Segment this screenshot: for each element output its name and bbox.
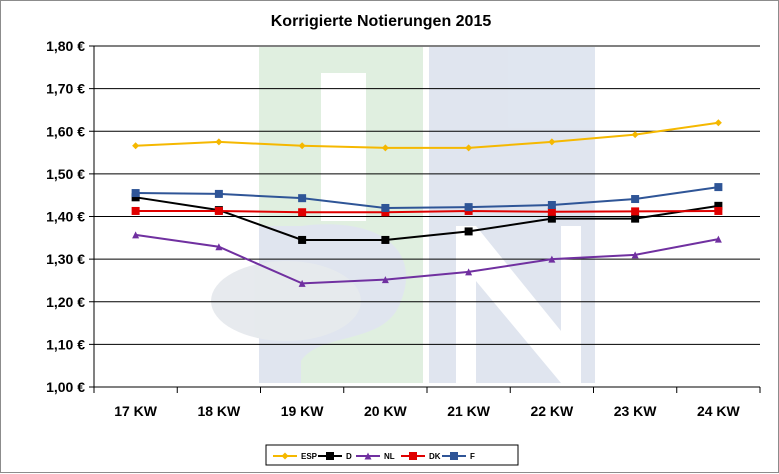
data-point-esp [465,144,473,152]
data-point-nl [215,243,223,251]
y-tick-label: 1,80 € [46,38,85,54]
y-tick-label: 1,20 € [46,294,85,310]
y-tick-label: 1,50 € [46,166,85,182]
legend-marker-esp [281,452,289,460]
legend-marker-nl [364,452,372,460]
y-tick-label: 1,00 € [46,379,85,395]
x-tick-label: 23 KW [614,403,658,419]
data-point-esp [548,138,556,146]
data-point-esp [298,142,306,150]
legend-label-esp: ESP [301,452,318,461]
series-line-d [135,196,719,241]
legend-label-dk: DK [429,452,441,461]
data-point-f [547,200,556,209]
data-point-d [381,235,390,244]
data-point-dk [214,206,223,215]
legend-item-nl: NL [356,452,395,461]
data-point-nl [465,268,473,276]
data-point-nl [548,255,556,263]
legend-item-d: D [318,452,352,461]
legend-label-d: D [346,452,352,461]
data-point-f [631,195,640,204]
data-point-nl [631,251,639,259]
x-tick-label: 17 KW [114,403,158,419]
legend-marker-dk [409,452,417,460]
data-point-d [547,214,556,223]
x-tick-label: 21 KW [447,403,491,419]
legend-marker-f [450,452,458,460]
data-point-d [298,235,307,244]
y-tick-label: 1,60 € [46,123,85,139]
data-point-d [464,227,473,236]
data-point-f [714,183,723,192]
legend-marker-d [326,452,334,460]
x-tick-label: 20 KW [364,403,408,419]
x-tick-label: 19 KW [281,403,325,419]
series-nl [132,231,722,287]
data-point-esp [132,142,140,150]
y-tick-label: 1,70 € [46,81,85,97]
series-line-dk [135,209,719,214]
data-point-f [131,189,140,198]
data-point-nl [714,235,722,243]
data-point-f [214,189,223,198]
data-point-esp [381,144,389,152]
data-point-f [381,203,390,212]
data-point-dk [547,207,556,216]
series-line-esp [135,121,719,149]
legend-label-nl: NL [384,452,395,461]
data-point-d [714,201,723,210]
isn-watermark-logo [211,47,595,383]
series-f [131,183,723,212]
legend-item-esp: ESP [273,452,318,461]
data-point-d [131,193,140,202]
legend: ESP D NL DK F [265,444,519,466]
data-point-dk [381,208,390,217]
data-point-d [631,214,640,223]
data-point-dk [131,206,140,215]
x-tick-label: 24 KW [697,403,741,419]
data-point-f [298,194,307,203]
legend-label-f: F [470,452,475,461]
y-tick-label: 1,40 € [46,209,85,225]
data-point-esp [631,131,639,139]
series-esp [132,119,722,152]
data-point-nl [381,276,389,284]
y-tick-label: 1,10 € [46,336,85,352]
data-point-esp [215,138,223,146]
y-tick-label: 1,30 € [46,251,85,267]
data-point-esp [714,119,722,127]
data-point-dk [631,207,640,216]
legend-item-dk: DK [401,452,441,461]
series-line-nl [135,233,719,285]
data-point-dk [298,208,307,217]
data-point-nl [298,279,306,287]
x-tick-label: 18 KW [197,403,241,419]
series-line-f [135,186,719,209]
legend-item-f: F [442,452,475,461]
x-tick-label: 22 KW [530,403,574,419]
data-point-nl [132,231,140,239]
data-point-dk [714,206,723,215]
chart-title: Korrigierte Notierungen 2015 [271,13,492,30]
data-point-f [464,203,473,212]
